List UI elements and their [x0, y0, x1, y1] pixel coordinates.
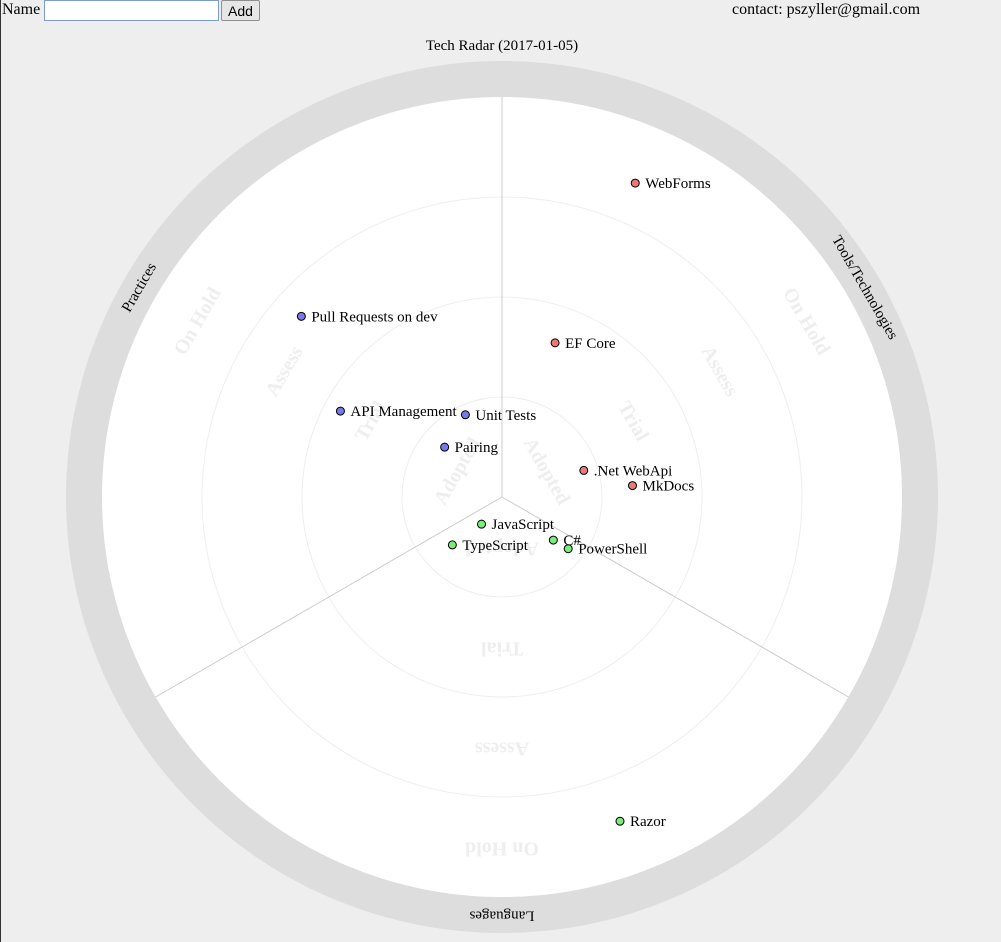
quadrant-divider-2	[501, 496, 849, 698]
quadrant-divider-3	[155, 496, 503, 698]
blip-label[interactable]: .Net WebApi	[594, 463, 673, 479]
blip-razor[interactable]: Razor	[615, 814, 666, 830]
blip-webforms[interactable]: WebForms	[630, 176, 711, 192]
blip-javascript[interactable]: JavaScript	[477, 517, 555, 533]
add-button[interactable]: Add	[221, 0, 260, 21]
blip-label[interactable]: TypeScript	[462, 538, 528, 554]
ring-label-trial: Trial	[481, 637, 523, 659]
name-label: Name	[2, 1, 41, 18]
blip-label[interactable]: Pull Requests on dev	[311, 309, 438, 325]
blip-dot[interactable]	[460, 410, 470, 420]
blip-label[interactable]: API Management	[350, 404, 457, 420]
blip-dot[interactable]	[579, 465, 589, 475]
blip-dot[interactable]	[630, 178, 640, 188]
ring-label-assess: Assess	[475, 737, 530, 759]
blip-pairing[interactable]: Pairing	[440, 440, 499, 456]
blip-label[interactable]: MkDocs	[643, 479, 695, 495]
blip-dot[interactable]	[548, 535, 558, 545]
blip-api-management[interactable]: API Management	[335, 404, 457, 420]
name-input[interactable]	[44, 0, 219, 21]
blip-dot[interactable]	[440, 442, 450, 452]
blip-label[interactable]: WebForms	[645, 176, 711, 192]
blip-ef-core[interactable]: EF Core	[550, 336, 616, 352]
ring-label-on-hold: On Hold	[465, 837, 539, 859]
blip-label[interactable]: Pairing	[455, 440, 499, 456]
blip-typescript[interactable]: TypeScript	[447, 538, 529, 554]
blip-unit-tests[interactable]: Unit Tests	[460, 408, 536, 424]
blip-label[interactable]: JavaScript	[492, 517, 555, 533]
blip-mkdocs[interactable]: MkDocs	[628, 479, 695, 495]
blip-dot[interactable]	[296, 311, 306, 321]
blip-label[interactable]: EF Core	[565, 336, 616, 352]
blip-dot[interactable]	[628, 481, 638, 491]
blip-dot[interactable]	[335, 406, 345, 416]
blip-label[interactable]: Unit Tests	[475, 408, 536, 424]
blip-powershell[interactable]: PowerShell	[563, 542, 647, 558]
ring-label-adopted: Adopted	[465, 537, 538, 559]
top-bar: Name Add contact: pszyller@gmail.com	[1, 0, 1001, 22]
quadrant-label-languages: Languages	[469, 908, 534, 924]
blip-dot[interactable]	[477, 519, 487, 529]
blip-pull-requests-on-dev[interactable]: Pull Requests on dev	[296, 309, 438, 325]
blip-dot[interactable]	[550, 338, 560, 348]
blip-dot[interactable]	[615, 816, 625, 826]
blip-label[interactable]: PowerShell	[578, 542, 647, 558]
contact-text: contact: pszyller@gmail.com	[732, 1, 921, 18]
blip-net-webapi[interactable]: .Net WebApi	[579, 463, 673, 479]
blip-label[interactable]: Razor	[630, 814, 666, 830]
radar-title: Tech Radar (2017-01-05)	[426, 38, 578, 54]
blip-dot[interactable]	[447, 540, 457, 550]
blip-dot[interactable]	[563, 544, 573, 554]
